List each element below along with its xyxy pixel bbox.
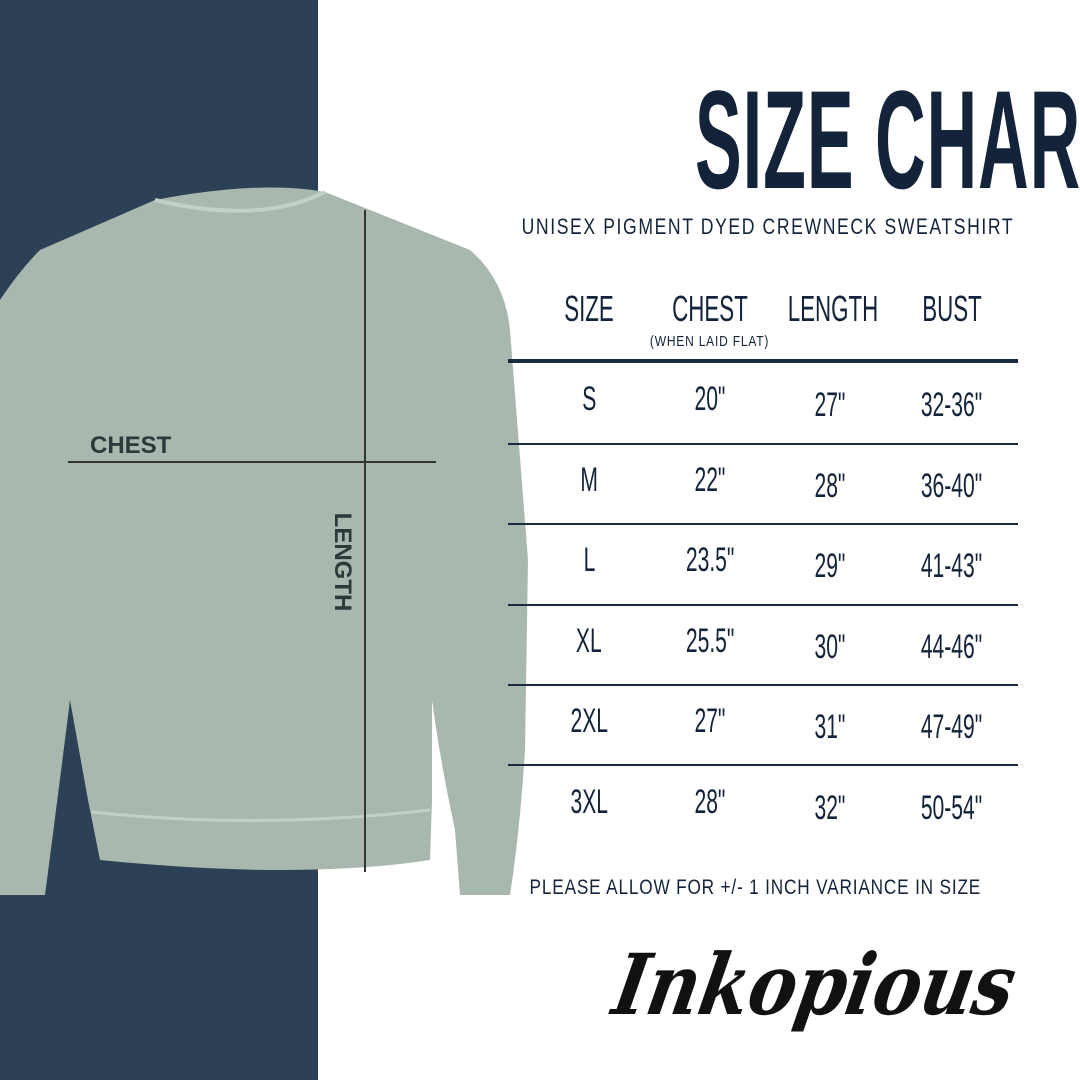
row-divider xyxy=(508,764,1018,767)
header-bust: BUST xyxy=(922,288,982,329)
header-size: SIZE xyxy=(564,288,614,329)
cell-bust: 41-43" xyxy=(921,547,983,585)
row-divider xyxy=(508,603,1018,606)
cell-chest: 25.5" xyxy=(685,621,735,660)
cell-length: 31" xyxy=(814,708,846,746)
cell-length: 27" xyxy=(814,386,846,424)
row-divider xyxy=(508,523,1018,526)
cell-chest: 22" xyxy=(694,460,726,499)
cell-bust: 36-40" xyxy=(921,466,983,505)
cell-size: XL xyxy=(576,621,602,660)
cell-chest: 23.5" xyxy=(685,541,735,579)
header-chest: CHEST xyxy=(672,288,748,329)
cell-size: 3XL xyxy=(570,782,608,821)
cell-length: 28" xyxy=(814,466,846,505)
cell-length: 30" xyxy=(814,627,846,666)
cell-bust: 32-36" xyxy=(921,386,983,424)
row-divider xyxy=(508,683,1018,686)
cell-length: 32" xyxy=(814,788,846,827)
cell-chest: 27" xyxy=(694,702,726,740)
cell-chest: 28" xyxy=(694,782,726,821)
brand-logo: Inkopious xyxy=(606,935,1024,1034)
sweatshirt-image xyxy=(0,187,528,895)
cell-size: 2XL xyxy=(570,702,608,740)
cell-size: L xyxy=(583,541,595,579)
row-divider xyxy=(508,443,1018,445)
cell-size: M xyxy=(580,460,598,499)
subtitle: UNISEX PIGMENT DYED CREWNECK SWEATSHIRT xyxy=(521,214,1015,239)
cell-size: S xyxy=(581,380,597,418)
page-title: SIZE CHART xyxy=(695,61,1080,218)
length-label: LENGTH xyxy=(329,512,356,612)
cell-bust: 47-49" xyxy=(921,708,983,746)
cell-length: 29" xyxy=(814,547,846,585)
header-length: LENGTH xyxy=(787,288,879,329)
chest-label: CHEST xyxy=(90,432,172,459)
cell-chest: 20" xyxy=(694,380,726,418)
header-divider xyxy=(508,359,1018,363)
variance-note: PLEASE ALLOW FOR +/- 1 INCH VARIANCE IN … xyxy=(529,876,982,899)
cell-bust: 50-54" xyxy=(921,788,983,827)
cell-bust: 44-46" xyxy=(921,627,983,666)
chest-note: (WHEN LAID FLAT) xyxy=(650,333,770,350)
